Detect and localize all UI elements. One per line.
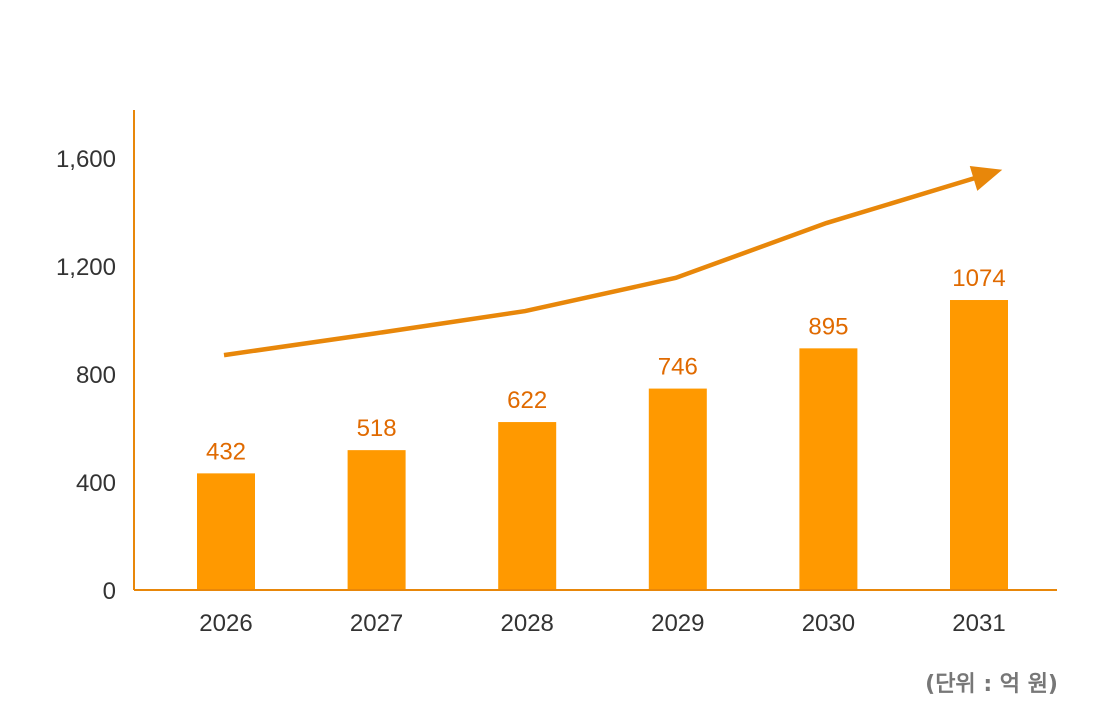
x-tick-label: 2028 (501, 610, 554, 637)
y-tick-label: 400 (76, 470, 116, 497)
data-label-2026: 432 (206, 438, 246, 465)
trend-line (223, 172, 986, 358)
data-label-2028: 622 (507, 387, 547, 414)
x-tick-label: 2029 (651, 610, 704, 637)
x-tick-label: 2027 (350, 610, 403, 637)
x-tick-label: 2031 (952, 610, 1005, 637)
y-tick-label: 800 (76, 362, 116, 389)
data-label-2027: 518 (357, 415, 397, 442)
y-tick-label: 0 (103, 578, 116, 605)
bar-2028 (498, 422, 557, 590)
bar-2026 (197, 473, 255, 590)
bar-2031 (950, 300, 1008, 590)
bar-2030 (799, 348, 858, 590)
y-tick-label: 1,200 (56, 254, 116, 281)
data-label-2030: 895 (808, 313, 848, 340)
data-label-2029: 746 (658, 354, 698, 381)
data-label-2031: 1074 (952, 265, 1005, 292)
unit-note: (단위 : 억 원) (925, 672, 1058, 697)
y-tick-label: 1,600 (56, 146, 116, 173)
trend-arrowhead-icon (969, 166, 1003, 191)
bar-2027 (347, 450, 406, 590)
x-tick-label: 2030 (802, 610, 855, 637)
x-tick-label: 2026 (199, 610, 252, 637)
bar-2029 (648, 388, 707, 590)
